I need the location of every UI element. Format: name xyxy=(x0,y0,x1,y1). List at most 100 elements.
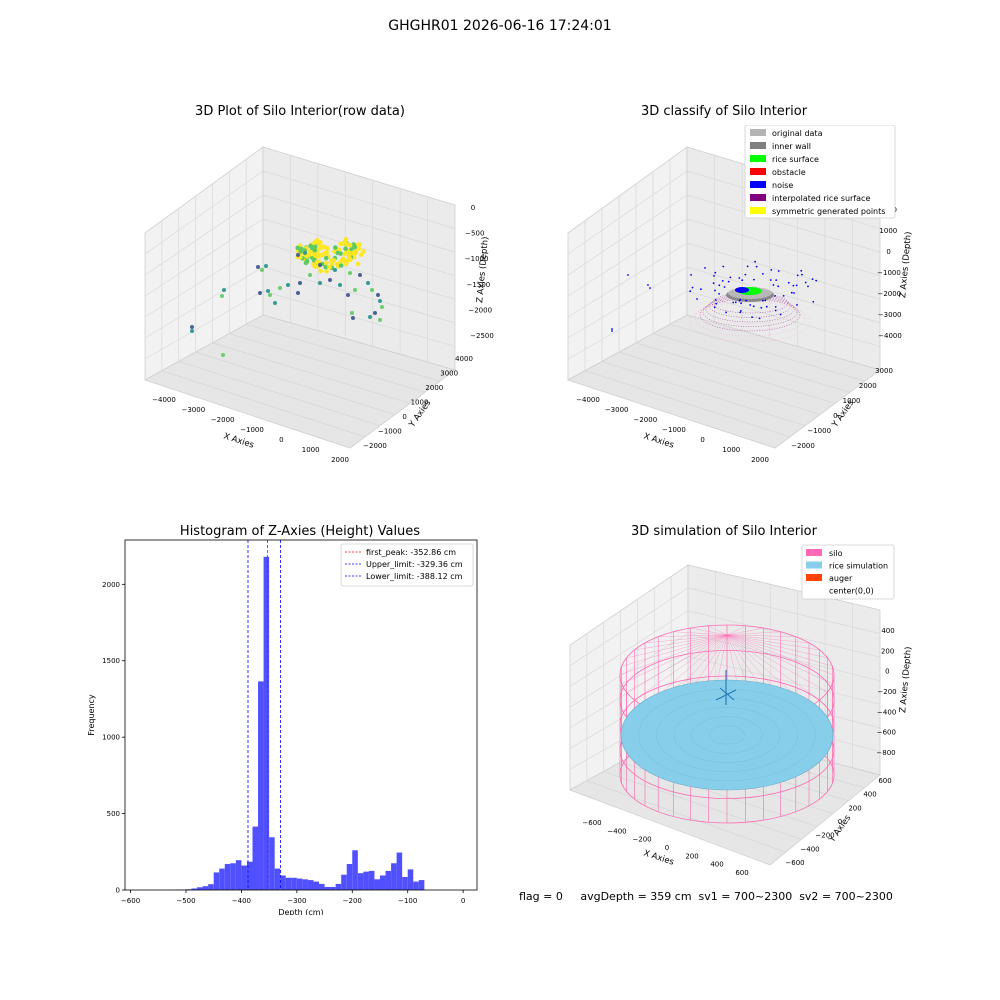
p2-noise-point xyxy=(649,287,651,289)
p2-x-axis-label: X Axies xyxy=(642,431,675,450)
p1-gridline xyxy=(178,361,381,427)
p2-legend-swatch xyxy=(750,142,766,149)
p1-data-point xyxy=(331,258,337,263)
panel4-3d-simulation: −600−400−2000200400600−600−400−200020040… xyxy=(569,544,914,877)
p4-legend-label: rice simulation xyxy=(829,562,888,571)
p4-silo-cone-line xyxy=(726,634,810,644)
p1-data-point xyxy=(351,242,356,247)
p1-gridline xyxy=(246,323,441,382)
panel1-3d-scatter: −4000−3000−2000−1000010002000−2000−10000… xyxy=(144,146,494,464)
p2-gridline xyxy=(601,361,806,427)
p4-silo-cone-line xyxy=(658,634,728,637)
p1-y-tick-label: 3000 xyxy=(440,370,458,378)
p4-x-tick-label: 200 xyxy=(685,852,698,860)
p2-noise-point xyxy=(740,310,742,312)
p2-noise-point xyxy=(627,274,629,276)
p2-gridline xyxy=(567,266,881,339)
p1-data-point xyxy=(353,249,358,255)
p4-silo-cone-line xyxy=(726,634,833,667)
p2-noise-point xyxy=(714,299,717,301)
p3-histogram-bar xyxy=(191,888,198,890)
p1-z-tick-label: 0 xyxy=(471,204,475,212)
p1-data-point xyxy=(346,252,352,257)
p3-histogram-bar xyxy=(280,875,286,890)
p4-y-tick-label: 600 xyxy=(878,777,891,785)
p2-noise-point xyxy=(739,311,742,314)
p4-center-axis xyxy=(715,689,737,701)
p4-silo-cone-line xyxy=(726,634,796,637)
p4-silo-cone-line xyxy=(726,631,781,636)
p4-gridline xyxy=(569,656,881,729)
p3-histogram-bar xyxy=(413,881,419,890)
p1-data-point xyxy=(298,249,303,254)
p1-data-point xyxy=(221,353,225,357)
p1-data-point xyxy=(338,251,343,256)
p3-histogram-bar xyxy=(324,886,331,890)
figure-title: GHGHR01 2026-06-16 17:24:01 xyxy=(388,18,612,34)
p2-noise-point xyxy=(713,275,715,277)
p2-x-tick-label: −3000 xyxy=(605,406,629,414)
p2-generated-ring xyxy=(689,301,811,343)
p1-data-point xyxy=(268,293,272,297)
p2-legend-swatch xyxy=(750,194,766,201)
p2-noise-point xyxy=(721,280,724,282)
p3-histogram-bar xyxy=(385,870,392,890)
p1-data-point xyxy=(286,283,290,287)
p2-noise-point xyxy=(714,289,716,292)
p4-y-tick-label: 0 xyxy=(838,818,842,826)
p3-histogram-bar xyxy=(219,868,225,890)
p4-gridline xyxy=(569,610,881,687)
p3-histogram-bar xyxy=(208,884,214,890)
p2-noise-point xyxy=(718,293,720,295)
p1-data-point xyxy=(357,242,362,248)
p4-legend-box xyxy=(801,544,895,600)
p2-noise-point xyxy=(775,279,778,281)
p1-data-point xyxy=(353,288,357,292)
p2-gridline xyxy=(669,323,866,382)
p2-noise-point xyxy=(770,269,773,271)
p3-histogram-bar xyxy=(258,681,264,890)
p3-histogram-bar xyxy=(263,556,270,890)
p1-data-point xyxy=(264,264,268,268)
p3-y-axis-label: Frequency xyxy=(87,694,96,736)
p2-noise-point xyxy=(754,260,756,263)
p3-y-tick-label: 0 xyxy=(116,887,120,895)
p3-histogram-bar xyxy=(352,850,358,890)
p2-legend-swatch xyxy=(750,207,766,214)
p4-silo-cone-line xyxy=(726,634,828,693)
p2-z-tick-label: −2000 xyxy=(877,290,901,298)
p3-legend-box xyxy=(340,543,474,587)
p4-x-tick-label: 0 xyxy=(665,844,669,852)
p2-legend-swatch xyxy=(750,168,766,175)
p2-noise-point xyxy=(774,295,776,297)
p4-silo-cone-line xyxy=(726,634,820,701)
p1-data-point xyxy=(315,240,320,245)
p1-y-tick-label: −2000 xyxy=(363,442,387,450)
p3-x-tick-label: −400 xyxy=(232,897,251,905)
p2-noise-point xyxy=(738,299,741,302)
p1-z-tick-label: −2000 xyxy=(468,306,492,314)
p4-z-tick-label: −200 xyxy=(877,688,896,696)
p3-histogram-bar xyxy=(224,864,231,890)
p2-noise-point xyxy=(723,286,726,288)
p3-x-tick-label: −200 xyxy=(343,897,362,905)
p3-histogram-bar xyxy=(246,861,253,890)
p1-data-point xyxy=(343,246,348,251)
panel3-title: Histogram of Z-Axies (Height) Values xyxy=(179,524,421,539)
p3-histogram-bar xyxy=(396,852,403,890)
p3-histogram-bar xyxy=(230,863,236,890)
p2-noise-point xyxy=(812,300,815,303)
p2-z-tick-label: −1000 xyxy=(877,269,901,277)
p1-data-point xyxy=(278,286,282,290)
p1-data-point xyxy=(296,253,300,257)
p2-noise-point xyxy=(722,265,725,268)
p1-data-point xyxy=(325,246,330,251)
p4-legend-label: center(0,0) xyxy=(829,587,874,596)
p3-histogram-bar xyxy=(418,880,425,890)
p4-rice-simulation xyxy=(620,679,834,791)
p2-noise-point xyxy=(690,274,692,276)
p1-data-point xyxy=(324,260,329,266)
p2-legend-label: obstacle xyxy=(772,168,806,177)
p1-data-point xyxy=(296,291,300,295)
p2-noise-point xyxy=(744,273,747,276)
